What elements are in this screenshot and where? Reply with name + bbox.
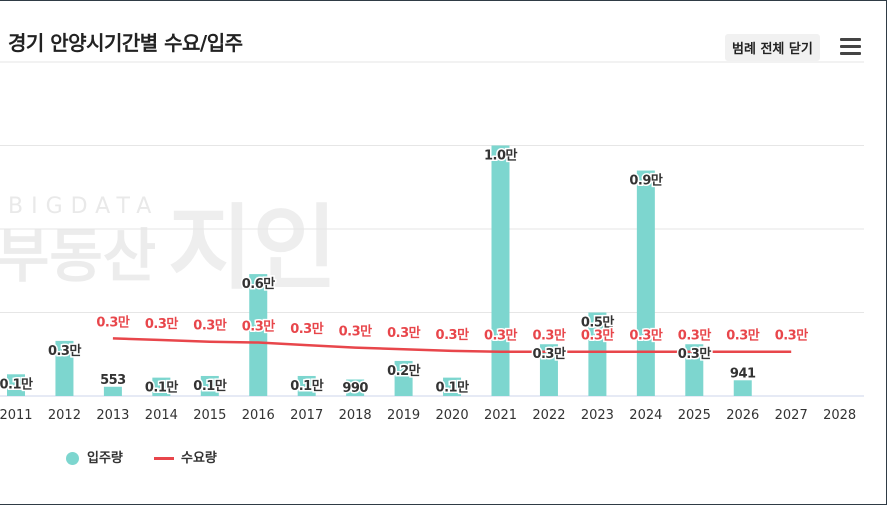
supply-data-label: 0.1만	[290, 378, 324, 394]
legend-toggle-button[interactable]: 범례 전체 닫기	[725, 34, 820, 61]
x-tick-label: 2017	[290, 408, 323, 423]
supply-bar[interactable]	[346, 379, 365, 396]
supply-bar[interactable]	[103, 386, 122, 396]
x-tick-label: 2024	[629, 408, 662, 423]
supply-data-label: 0.9만	[629, 173, 663, 189]
supply-bars	[7, 145, 752, 397]
demand-data-label: 0.3만	[96, 314, 130, 330]
x-tick-label: 2018	[339, 408, 372, 423]
watermark: BIGDATA 부동산 지인	[0, 194, 337, 302]
demand-data-label: 0.3만	[242, 319, 276, 335]
supply-data-label: 0.3만	[678, 346, 712, 362]
x-tick-label: 2016	[242, 408, 275, 423]
demand-data-label: 0.3만	[339, 324, 373, 340]
supply-data-label: 0.1만	[436, 380, 470, 396]
supply-data-label: 0.6만	[242, 276, 276, 292]
supply-data-label: 941	[730, 366, 756, 381]
x-tick-label: 2012	[48, 408, 81, 423]
grid-lines	[0, 61, 864, 397]
demand-line	[112, 337, 792, 353]
chart-title: 경기 안양시기간별 수요/입주	[8, 31, 243, 55]
x-tick-label: 2014	[145, 408, 178, 423]
watermark-top-text: BIGDATA	[8, 194, 159, 219]
legend-item-supply[interactable]: 입주량	[66, 447, 123, 466]
supply-data-label: 0.1만	[193, 378, 227, 394]
supply-bar[interactable]	[7, 374, 25, 396]
legend-supply-marker	[66, 452, 79, 465]
demand-data-label: 0.3만	[726, 328, 760, 344]
demand-data-label: 0.3만	[290, 321, 324, 337]
legend-demand-label: 수요량	[181, 451, 217, 466]
supply-data-label: 0.3만	[532, 346, 566, 362]
supply-bar[interactable]	[200, 375, 219, 396]
supply-bar[interactable]	[152, 377, 171, 396]
demand-data-label: 0.3만	[532, 328, 566, 344]
demand-line-path[interactable]	[112, 337, 792, 353]
demand-data-label: 0.3만	[629, 328, 663, 344]
demand-data-label: 0.3만	[678, 328, 712, 344]
supply-data-label: 553	[100, 373, 126, 388]
x-tick-label: 2013	[96, 408, 129, 423]
supply-bar[interactable]	[733, 380, 752, 396]
x-tick-label: 2021	[484, 408, 517, 423]
watermark-main-text: 부동산	[0, 222, 156, 290]
demand-data-label: 0.3만	[387, 325, 421, 341]
supply-bar[interactable]	[249, 274, 268, 396]
legend-supply-label: 입주량	[87, 451, 123, 466]
supply-bar[interactable]	[443, 377, 462, 396]
supply-bar[interactable]	[636, 170, 655, 396]
supply-bar[interactable]	[491, 145, 510, 397]
x-tick-label: 2020	[436, 408, 469, 423]
x-tick-label: 2015	[193, 408, 226, 423]
x-tick-label: 2022	[532, 408, 565, 423]
supply-bar[interactable]	[539, 344, 558, 396]
supply-data-label: 0.5만	[581, 315, 615, 331]
demand-data-label: 0.3만	[193, 318, 227, 334]
supply-data-label: 1.0만	[484, 148, 518, 164]
supply-bar[interactable]	[394, 360, 413, 396]
supply-data-label: 0.3만	[48, 343, 82, 359]
x-tick-label: 2011	[0, 408, 33, 423]
x-axis: 2011 2012 2013 2014 2015 2016 2017 2018 2019 2020…	[0, 408, 856, 423]
supply-bar[interactable]	[55, 340, 74, 396]
legend-demand-marker	[154, 457, 174, 460]
demand-data-label: 0.3만	[775, 328, 809, 344]
supply-bar[interactable]	[297, 375, 316, 396]
x-tick-label: 2027	[775, 408, 808, 423]
supply-bar[interactable]	[588, 312, 607, 397]
data-labels: 0.1만 0.3만 553 0.1만 0.1만 0.6만 0.1만 990 0.2만 0.1만 1.…	[0, 146, 810, 398]
legend-item-demand[interactable]: 수요량	[154, 447, 217, 466]
demand-data-label: 0.3만	[436, 327, 470, 343]
hamburger-menu-icon[interactable]	[840, 38, 861, 55]
x-tick-label: 2019	[387, 408, 420, 423]
x-tick-label: 2023	[581, 408, 614, 423]
supply-data-label: 0.2만	[387, 363, 421, 379]
x-tick-label: 2026	[726, 408, 759, 423]
demand-data-label: 0.3만	[484, 328, 518, 344]
x-tick-label: 2025	[678, 408, 711, 423]
supply-data-label: 0.1만	[0, 376, 33, 392]
supply-data-label: 990	[342, 381, 368, 396]
demand-data-label: 0.3만	[145, 316, 179, 332]
demand-data-label: 0.3만	[581, 328, 615, 344]
x-tick-label: 2028	[823, 408, 856, 423]
supply-data-label: 0.1만	[145, 380, 179, 396]
supply-bar[interactable]	[685, 344, 704, 396]
